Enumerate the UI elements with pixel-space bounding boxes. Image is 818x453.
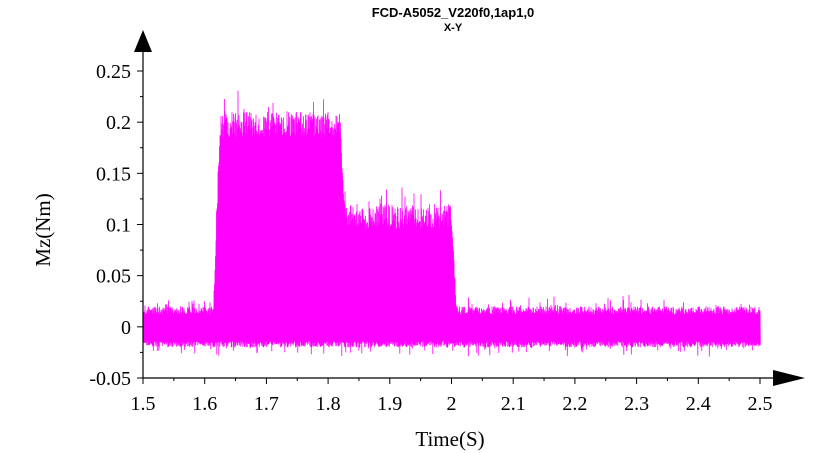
signal-line: [142, 90, 761, 357]
y-tick-label: 0.25: [96, 61, 131, 83]
x-tick-label: 2.3: [624, 393, 649, 415]
x-tick-label: 2.2: [562, 393, 587, 415]
axes: [134, 30, 805, 386]
x-tick-label: 1.6: [192, 393, 217, 415]
x-axis-label: Time(S): [415, 427, 484, 451]
x-tick-label: 1.8: [316, 393, 341, 415]
x-tick-label: 1.5: [131, 393, 156, 415]
y-tick-label: -0.05: [89, 368, 131, 390]
y-tick-label: 0: [121, 317, 131, 339]
y-ticks: -0.05 0 0.05 0.1 0.15 0.2 0.25: [89, 61, 143, 390]
y-tick-label: 0.05: [96, 266, 131, 288]
y-tick-label: 0.2: [106, 112, 131, 134]
x-tick-label: 2.4: [686, 393, 711, 415]
y-tick-label: 0.15: [96, 163, 131, 185]
x-axis-arrow: [773, 370, 805, 386]
x-tick-label: 2: [447, 393, 457, 415]
x-tick-label: 1.7: [254, 393, 279, 415]
x-tick-label: 2.1: [501, 393, 526, 415]
y-axis-arrow: [134, 30, 152, 52]
y-axis-label: Mz(Nm): [31, 193, 55, 266]
x-ticks: 1.5 1.6 1.7 1.8 1.9 2 2.1 2.2 2.3 2.4 2.5: [131, 378, 773, 415]
x-tick-label: 2.5: [748, 393, 773, 415]
y-tick-label: 0.1: [106, 215, 131, 237]
signal-series: [142, 90, 761, 357]
chart-subtitle: X-Y: [444, 22, 463, 34]
chart-title: FCD-A5052_V220f0,1ap1,0: [372, 5, 535, 20]
x-tick-label: 1.9: [377, 393, 402, 415]
